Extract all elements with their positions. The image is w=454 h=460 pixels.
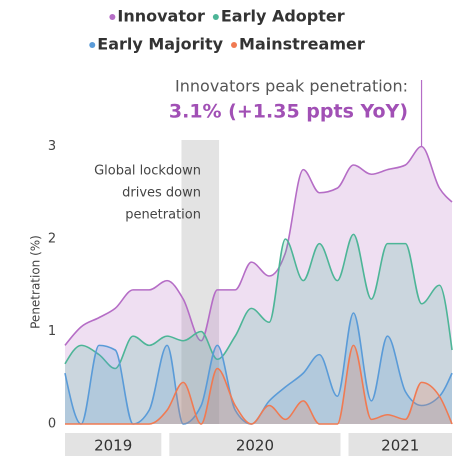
peak-value: 3.1% (+1.35 ppts YoY) — [169, 101, 408, 123]
x-tick-label: 2020 — [236, 437, 274, 455]
legend-marker — [212, 14, 219, 20]
y-tick-label: 3 — [48, 139, 56, 154]
lockdown-note: drives down — [122, 186, 201, 201]
legend-row: Innovator Early Adopter — [109, 7, 345, 26]
y-tick-label: 1 — [48, 324, 56, 339]
series-line — [64, 145, 453, 346]
series-area — [65, 234, 452, 424]
legend-marker — [231, 42, 238, 48]
year-band — [65, 433, 162, 456]
y-tick-label: 2 — [48, 232, 56, 247]
x-tick-label: 2019 — [94, 437, 132, 455]
legend-label: Mainstreamer — [239, 35, 365, 54]
series-line — [65, 344, 453, 425]
series-area — [65, 313, 452, 424]
year-band — [169, 433, 341, 456]
legend-marker — [109, 14, 116, 20]
legend-label: Early Majority — [97, 35, 223, 54]
legend-row: Early Majority Mainstreamer — [89, 35, 365, 54]
series-line — [64, 233, 453, 370]
series-area — [65, 345, 452, 424]
lockdown-note: Global lockdown — [94, 164, 201, 179]
x-tick-label: 2021 — [381, 437, 419, 455]
legend-label: Innovator — [117, 7, 205, 26]
y-axis-label: Penetration (%) — [29, 235, 43, 329]
lockdown-note: penetration — [125, 208, 201, 223]
legend-label: Early Adopter — [221, 7, 345, 26]
y-tick-label: 0 — [48, 417, 56, 432]
peak-note: Innovators peak penetration: — [175, 77, 408, 96]
legend-marker — [89, 42, 96, 48]
year-band — [348, 433, 452, 456]
